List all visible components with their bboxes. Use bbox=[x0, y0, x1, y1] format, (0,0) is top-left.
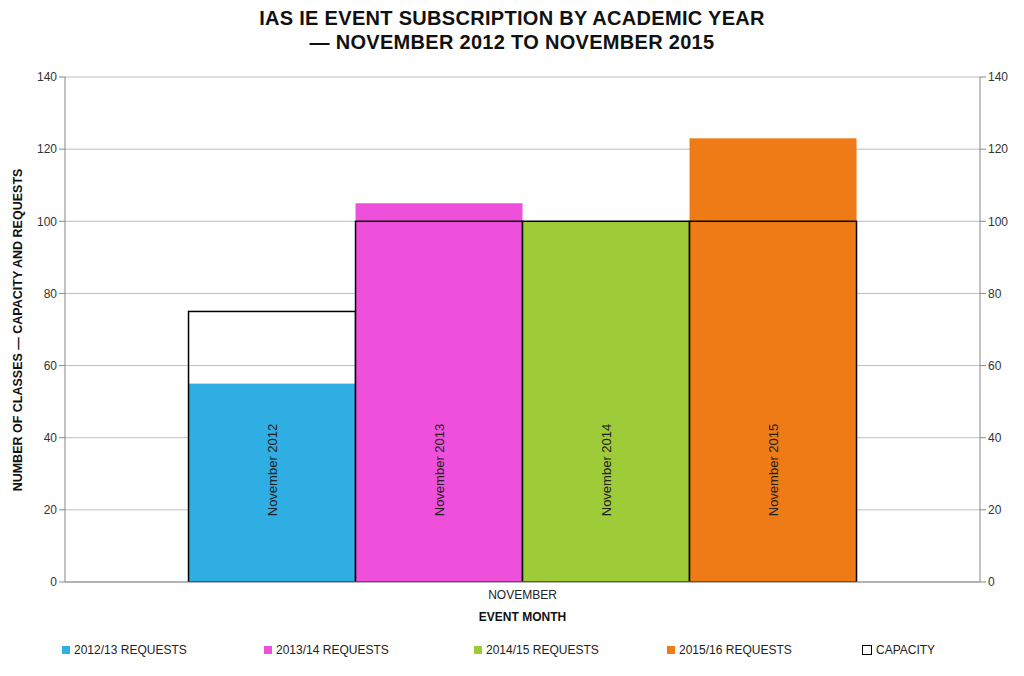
svg-text:120: 120 bbox=[988, 142, 1008, 156]
svg-text:November 2012: November 2012 bbox=[265, 424, 280, 517]
html-text:2013/14 REQUESTS: 2013/14 REQUESTS bbox=[276, 643, 389, 657]
svg-text:80: 80 bbox=[44, 287, 58, 301]
svg-text:100: 100 bbox=[37, 215, 57, 229]
svg-text:80: 80 bbox=[988, 287, 1002, 301]
svg-text:40: 40 bbox=[988, 431, 1002, 445]
svg-text:140: 140 bbox=[988, 70, 1008, 84]
svg-text:EVENT MONTH: EVENT MONTH bbox=[479, 610, 566, 624]
html-text:2012/13 REQUESTS: 2012/13 REQUESTS bbox=[74, 643, 187, 657]
html-text:2015/16 REQUESTS: 2015/16 REQUESTS bbox=[679, 643, 792, 657]
html-text:NUMBER OF CLASSES — CAPACITY A: NUMBER OF CLASSES — CAPACITY AND REQUEST… bbox=[11, 168, 25, 492]
svg-text:140: 140 bbox=[37, 70, 57, 84]
html-text:CAPACITY: CAPACITY bbox=[876, 643, 936, 657]
svg-text:100: 100 bbox=[988, 215, 1008, 229]
svg-text:120: 120 bbox=[37, 142, 57, 156]
svg-text:November 2015: November 2015 bbox=[766, 424, 781, 517]
svg-text:November 2013: November 2013 bbox=[432, 424, 447, 516]
svg-text:20: 20 bbox=[988, 503, 1002, 517]
svg-text:NOVEMBER: NOVEMBER bbox=[488, 588, 557, 602]
svg-text:November 2014: November 2014 bbox=[599, 424, 614, 517]
svg-text:60: 60 bbox=[44, 359, 58, 373]
svg-text:60: 60 bbox=[988, 359, 1002, 373]
svg-text:0: 0 bbox=[988, 575, 995, 589]
svg-text:0: 0 bbox=[50, 575, 57, 589]
svg-text:20: 20 bbox=[44, 503, 58, 517]
html-text:2014/15 REQUESTS: 2014/15 REQUESTS bbox=[486, 643, 599, 657]
svg-text:40: 40 bbox=[44, 431, 58, 445]
html-text:IAS IE EVENT SUBSCRIPTION BY A: IAS IE EVENT SUBSCRIPTION BY ACADEMIC YE… bbox=[259, 7, 765, 53]
